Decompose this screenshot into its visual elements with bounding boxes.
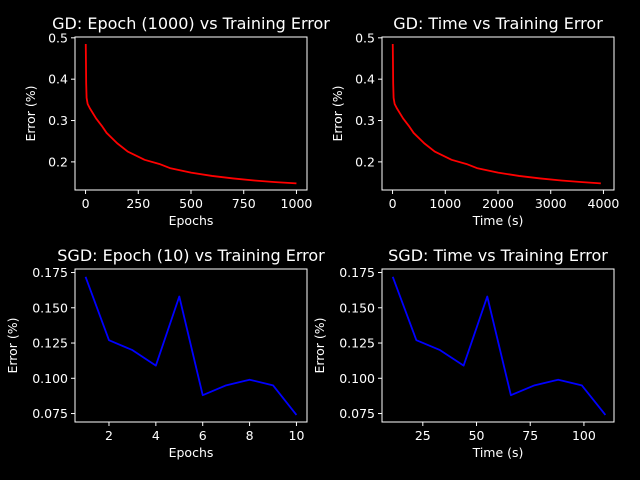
- plot-frame: [74, 268, 308, 423]
- y-tick-label: 0.075: [32, 406, 68, 421]
- series-line-1: [84, 44, 297, 185]
- y-tick-label: 0.4: [48, 72, 68, 87]
- y-tick-label: 0.075: [339, 406, 375, 421]
- y-tick-label: 0.2: [48, 154, 68, 169]
- chart-title: GD: Epoch (1000) vs Training Error: [52, 14, 330, 33]
- x-tick-label: 8: [246, 428, 254, 443]
- y-tick-label: 0.100: [32, 371, 68, 386]
- x-axis-label: Epochs: [169, 213, 214, 228]
- x-tick-label: 1000: [429, 196, 461, 211]
- y-tick-label: 0.5: [355, 30, 375, 45]
- x-tick-label: 1000: [281, 196, 313, 211]
- y-tick-label: 0.5: [48, 30, 68, 45]
- x-tick-label: 3000: [535, 196, 567, 211]
- y-axis-label: Error (%): [330, 85, 345, 141]
- chart-title: SGD: Time vs Training Error: [388, 246, 608, 265]
- x-tick-label: 25: [415, 428, 431, 443]
- y-tick-label: 0.175: [339, 265, 375, 280]
- x-tick-label: 750: [232, 196, 256, 211]
- y-tick-label: 0.125: [32, 336, 68, 351]
- x-tick-label: 250: [126, 196, 150, 211]
- chart-panel-4: SGD: Time vs Training Error 25 50 75 100 0.07…: [312, 246, 615, 460]
- x-tick-label: 6: [199, 428, 207, 443]
- series-line-1: [391, 276, 607, 416]
- chart-title: SGD: Epoch (10) vs Training Error: [57, 246, 325, 265]
- y-axis-label: Error (%): [5, 317, 20, 373]
- chart-title: GD: Time vs Training Error: [393, 14, 603, 33]
- y-tick-label: 0.3: [48, 113, 68, 128]
- x-tick-label: 0: [389, 196, 397, 211]
- chart-panel-2: GD: Time vs Training Error 0 1000 2000 3000 4…: [330, 14, 619, 228]
- y-tick-label: 0.4: [355, 72, 375, 87]
- chart-panel-3: SGD: Epoch (10) vs Training Error 2 4 6 8 10 0…: [5, 246, 325, 460]
- y-tick-label: 0.175: [32, 265, 68, 280]
- x-tick-label: 75: [522, 428, 538, 443]
- x-tick-label: 2000: [482, 196, 514, 211]
- series-line-1: [391, 44, 601, 185]
- x-tick-label: 500: [179, 196, 203, 211]
- x-tick-label: 4: [152, 428, 160, 443]
- x-tick-label: 100: [572, 428, 596, 443]
- x-tick-label: 50: [469, 428, 485, 443]
- series-line-1: [84, 276, 298, 416]
- plot-frame: [381, 268, 615, 423]
- x-tick-label: 0: [82, 196, 90, 211]
- y-tick-label: 0.125: [339, 336, 375, 351]
- y-tick-label: 0.150: [339, 300, 375, 315]
- x-axis-label: Time (s): [472, 445, 524, 460]
- y-axis-label: Error (%): [23, 85, 38, 141]
- x-axis-label: Epochs: [169, 445, 214, 460]
- y-axis-label: Error (%): [312, 317, 327, 373]
- x-tick-label: 10: [289, 428, 305, 443]
- y-tick-label: 0.2: [355, 154, 375, 169]
- x-axis-label: Time (s): [472, 213, 524, 228]
- chart-panel-1: GD: Epoch (1000) vs Training Error 0 250 50…: [23, 14, 330, 228]
- y-tick-label: 0.3: [355, 113, 375, 128]
- x-tick-label: 2: [105, 428, 113, 443]
- x-tick-label: 4000: [588, 196, 620, 211]
- y-tick-label: 0.150: [32, 300, 68, 315]
- y-tick-label: 0.100: [339, 371, 375, 386]
